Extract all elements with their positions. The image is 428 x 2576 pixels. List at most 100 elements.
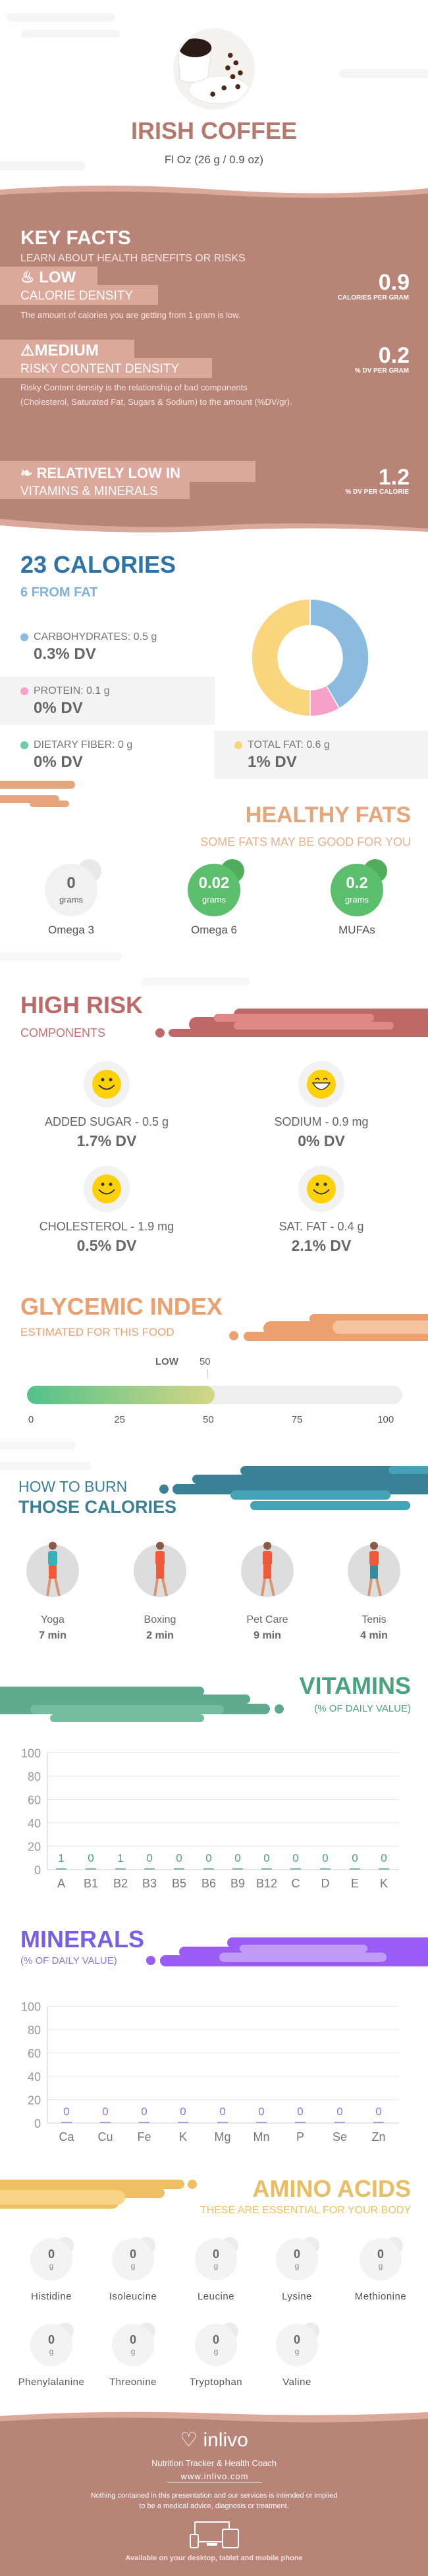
calorie-density-level: ♨ LOW [20,270,76,286]
vitamins-level-text: RELATIVELY LOW IN [36,465,180,481]
amino-value: 0 [129,2333,136,2346]
band-decoration [0,2190,125,2205]
risky-level-text: MEDIUM [34,342,99,359]
amino-name: Histidine [30,2291,72,2302]
band-decoration [155,1028,165,1038]
level-box [0,285,158,305]
bar [350,1868,360,1870]
x-tick-label: B6 [201,1877,216,1890]
level-box [0,358,212,378]
footer-disclaimer: Nothing contained in this presentation a… [90,2492,338,2500]
bar [61,2122,72,2123]
macro-label: PROTEIN: 0.1 g [20,686,110,697]
macro-row-bg [0,677,215,725]
amino-unit: g [130,2261,136,2271]
bar [334,2122,345,2123]
fat-value-circle: 0.2 grams [331,864,383,916]
amino-name: Tryptophan [189,2377,243,2388]
band-decoration [192,1475,428,1484]
fat-value: 0.2 [346,874,368,892]
macro-label: CARBOHYDRATES: 0.5 g [20,632,157,643]
band-decoration [250,1501,410,1510]
bar [56,1868,67,1870]
leaf-icon: ❧ [20,465,33,481]
bar [379,1868,389,1870]
vitamins-density-level: ❧ RELATIVELY LOW IN [20,466,180,481]
macro-label: TOTAL FAT: 0.6 g [234,740,330,750]
bar-value-label: 0 [336,2105,342,2118]
x-tick-label: K [179,2130,187,2143]
band-decoration [0,2180,184,2189]
bar-value-label: 0 [258,2105,264,2118]
warning-icon: ⚠ [20,342,35,359]
glycemic-value: 50 [200,1356,211,1367]
devices-icon [190,2521,239,2548]
vitamins-density-label: VITAMINS & MINERALS [20,485,158,498]
exercise-time: 9 min [254,1630,281,1641]
cloud-decoration [7,13,115,22]
heart-leaf-icon: ♡ [180,2429,198,2451]
healthy-fats-subtitle: SOME FATS MAY BE GOOD FOR YOU [200,835,411,849]
bar-value-label: 0 [180,2105,186,2118]
bar-value-label: 0 [352,1852,358,1864]
band-decoration [0,781,75,789]
macronutrient-donut-chart [251,598,369,717]
bar [320,1868,331,1870]
bar [373,2122,384,2123]
bar-value-label: 0 [263,1852,269,1864]
risk-icon-bg [298,1061,344,1107]
amino-name: Isoleucine [109,2291,157,2302]
x-tick-label: E [351,1877,359,1890]
macro-name: CARBOHYDRATES: 0.5 g [34,631,157,643]
glycemic-marker [207,1369,208,1379]
x-tick-label: Ca [59,2130,74,2143]
x-tick-label: P [296,2130,304,2143]
yoga-person-icon [46,1542,61,1596]
risky-density-label: RISKY CONTENT DENSITY [20,362,180,376]
y-tick-label: 60 [28,2047,41,2061]
glycemic-tick: 100 [377,1414,394,1425]
cloud-decoration [339,69,428,78]
key-facts-title: KEY FACTS [20,227,131,249]
risky-density-value: 0.2 [378,343,410,368]
fat-unit: grams [201,895,227,905]
bar [232,1868,243,1870]
amino-unit: g [130,2347,136,2356]
band-decoration [234,1022,394,1030]
amino-unit: g [378,2261,383,2271]
amino-name: Valine [282,2377,311,2388]
bar [256,2122,267,2123]
risk-dv: 1.7% DV [76,1132,137,1149]
dog-walking-person-icon [261,1542,275,1596]
bar-value-label: 0 [297,2105,303,2118]
bar [139,2122,149,2123]
high-risk-title: HIGH RISK [20,991,144,1018]
high-risk-subtitle: COMPONENTS [20,1026,106,1039]
glycemic-subtitle: ESTIMATED FOR THIS FOOD [20,1326,174,1338]
risk-icon-bg [84,1166,130,1212]
x-tick-label: D [321,1877,330,1890]
x-tick-label: C [292,1877,300,1890]
minerals-subtitle: (% OF DAILY VALUE) [20,1955,117,1966]
bar [115,1868,126,1870]
y-tick-label: 20 [28,2094,41,2107]
calories-from-fat: 6 FROM FAT [20,585,98,600]
footer-url-link[interactable]: www.inlivo.com [167,2472,262,2483]
risk-label: CHOLESTEROL - 1.9 mg [39,1220,174,1233]
band-decoration [0,1687,204,1696]
risk-dv: 2.1% DV [291,1237,352,1254]
vitamins-title: VITAMINS [299,1672,411,1699]
exercise-name: Tenis [361,1614,387,1625]
amino-name: Threonine [109,2377,157,2388]
vitamins-density-unit: % DV PER CALORIE [345,488,409,496]
y-tick-label: 40 [28,1817,41,1830]
footer-logo: ♡ inlivo [0,2431,428,2450]
smiling-face-icon [92,1070,121,1099]
amino-unit: g [213,2261,219,2271]
amino-name: Phenylalanine [18,2377,85,2388]
bar [144,1868,155,1870]
